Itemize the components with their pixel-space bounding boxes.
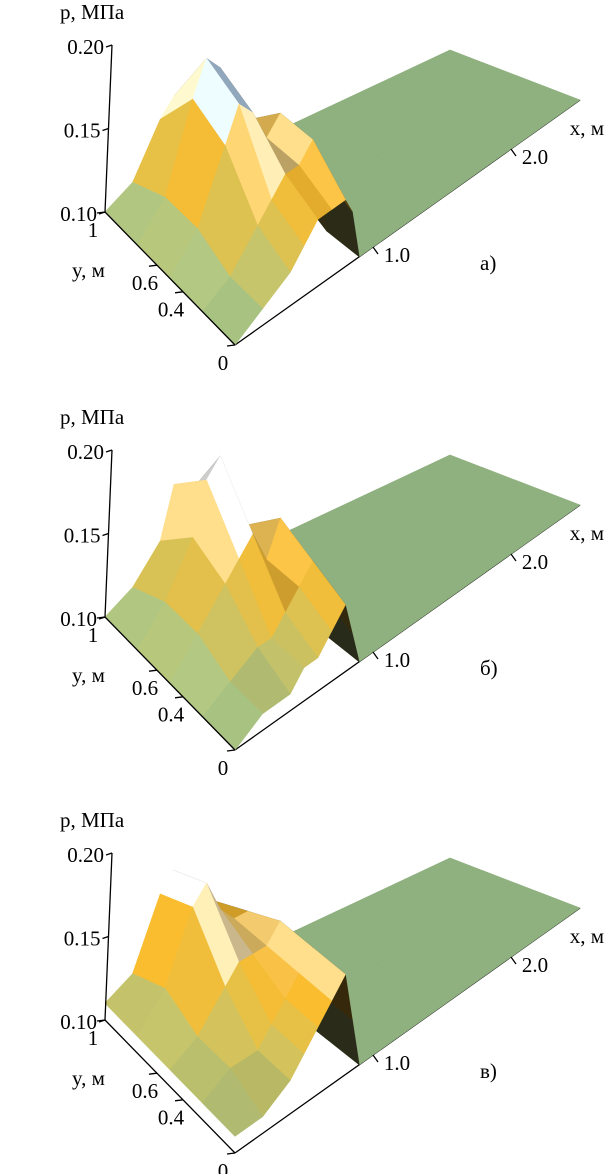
figure: 0.100.150.20p, МПа10.60.40y, м1.02.0x, м… <box>0 0 608 1174</box>
y-tick-label: 0.6 <box>132 1079 158 1103</box>
y-axis-label: y, м <box>72 258 105 282</box>
z-axis-label: p, МПа <box>60 0 125 24</box>
z-tick <box>103 129 109 131</box>
y-tick <box>227 750 235 751</box>
z-tick <box>106 853 112 855</box>
y-axis-label: y, м <box>72 1066 105 1090</box>
z-axis-label: p, МПа <box>60 808 125 832</box>
z-tick <box>103 937 109 939</box>
x-tick-label: 2.0 <box>522 550 548 574</box>
x-tick <box>373 652 378 659</box>
panel-label: в) <box>480 1059 497 1083</box>
z-tick-label: 0.15 <box>64 523 101 547</box>
z-tick-label: 0.20 <box>67 35 104 59</box>
x-tick-label: 2.0 <box>522 953 548 977</box>
y-tick <box>227 1153 235 1154</box>
x-axis-label: x, м <box>570 521 604 545</box>
x-tick-label: 1.0 <box>384 648 410 672</box>
panel-label: а) <box>480 251 496 275</box>
y-tick-label: 0 <box>218 1159 229 1174</box>
x-tick <box>511 554 516 561</box>
y-tick <box>149 265 157 266</box>
x-tick-label: 2.0 <box>522 145 548 169</box>
x-tick <box>373 1055 378 1062</box>
y-tick-label: 1 <box>88 623 99 647</box>
y-tick-label: 0 <box>218 351 229 375</box>
z-tick <box>106 45 112 47</box>
y-tick-label: 0.6 <box>132 271 158 295</box>
z-tick <box>103 534 109 536</box>
y-tick <box>149 1073 157 1074</box>
z-tick-label: 0.15 <box>64 118 101 142</box>
y-tick-label: 1 <box>88 1026 99 1050</box>
y-tick-label: 0.4 <box>158 1106 185 1130</box>
z-tick-label: 0.15 <box>64 926 101 950</box>
y-axis-label: y, м <box>72 663 105 687</box>
y-tick <box>227 345 235 346</box>
z-tick <box>106 450 112 452</box>
y-tick-label: 0 <box>218 756 229 780</box>
y-tick <box>175 697 183 698</box>
x-axis-label: x, м <box>570 116 604 140</box>
x-tick <box>511 149 516 156</box>
z-axis-label: p, МПа <box>60 405 125 429</box>
y-tick-label: 1 <box>88 218 99 242</box>
x-axis-label: x, м <box>570 924 604 948</box>
y-tick <box>149 670 157 671</box>
panel-label: б) <box>480 656 498 680</box>
x-tick <box>373 247 378 254</box>
z-tick-label: 0.20 <box>67 843 104 867</box>
y-tick-label: 0.4 <box>158 703 185 727</box>
z-tick-label: 0.20 <box>67 440 104 464</box>
y-tick <box>175 1100 183 1101</box>
x-tick-label: 1.0 <box>384 1051 410 1075</box>
y-tick <box>175 292 183 293</box>
x-tick <box>511 957 516 964</box>
y-tick-label: 0.6 <box>132 676 158 700</box>
y-tick-label: 0.4 <box>158 298 185 322</box>
x-tick-label: 1.0 <box>384 243 410 267</box>
